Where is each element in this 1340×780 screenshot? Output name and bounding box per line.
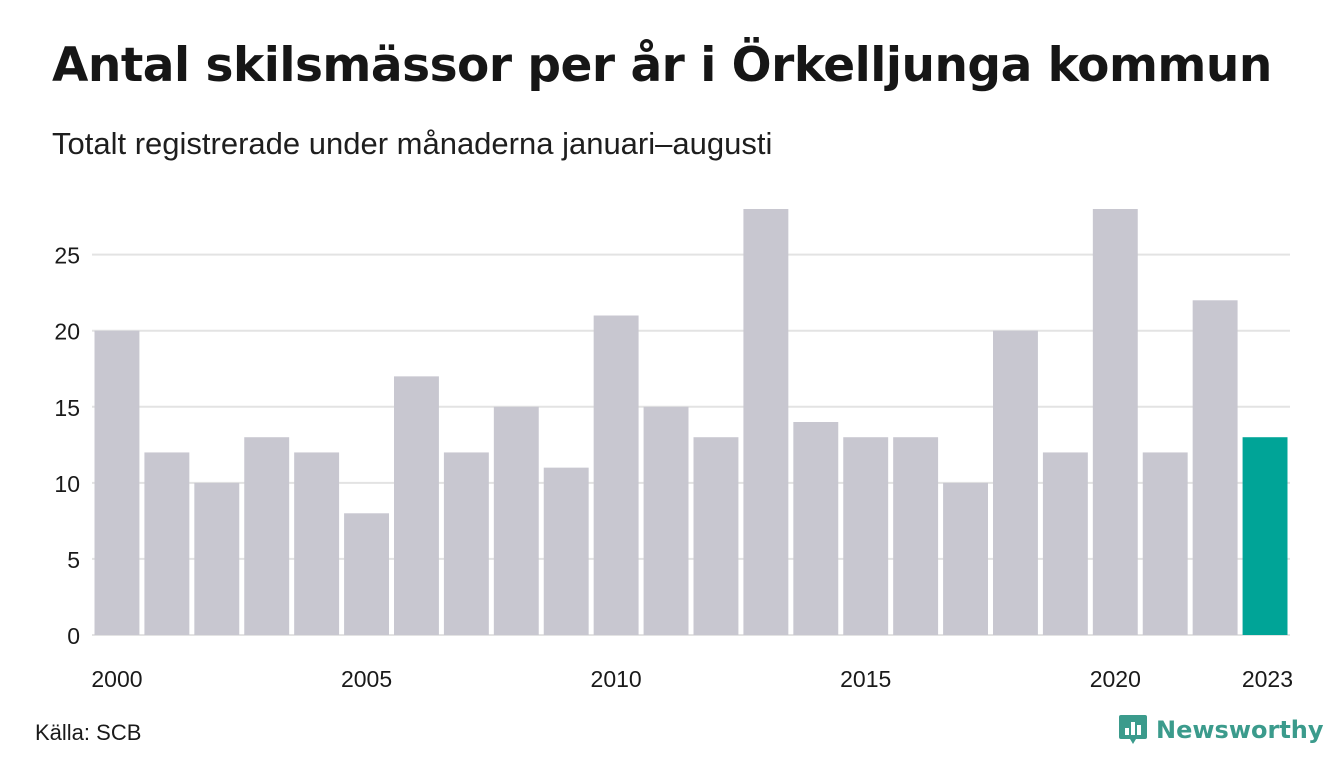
bar-2006 bbox=[394, 376, 439, 635]
x-tick-label: 2015 bbox=[840, 666, 891, 692]
bar-2021 bbox=[1142, 452, 1188, 635]
bar-2016 bbox=[893, 437, 939, 635]
bar-2002 bbox=[194, 482, 240, 635]
bar-2020 bbox=[1092, 209, 1138, 635]
bar-2010 bbox=[593, 315, 639, 635]
bar-2017 bbox=[943, 482, 988, 635]
bar-2001 bbox=[144, 452, 190, 635]
bars bbox=[94, 209, 1288, 635]
bar-2023 bbox=[1242, 437, 1288, 635]
y-tick-label: 15 bbox=[54, 395, 80, 421]
bar-2005 bbox=[344, 513, 389, 635]
x-tick-label: 2010 bbox=[591, 666, 642, 692]
x-tick-label: 2023 bbox=[1242, 666, 1293, 692]
y-tick-label: 0 bbox=[67, 623, 80, 649]
bar-2004 bbox=[294, 452, 340, 635]
bar-2022 bbox=[1192, 300, 1238, 635]
brand-logo: Newsworthy bbox=[1118, 713, 1324, 747]
bar-2019 bbox=[1042, 452, 1088, 635]
bar-2009 bbox=[543, 467, 589, 635]
y-tick-label: 25 bbox=[54, 243, 80, 269]
x-tick-label: 2005 bbox=[341, 666, 392, 692]
bar-2007 bbox=[443, 452, 489, 635]
chart-title: Antal skilsmässor per år i Örkelljunga k… bbox=[52, 38, 1272, 93]
y-tick-label: 10 bbox=[54, 471, 80, 497]
bar-2011 bbox=[643, 406, 689, 635]
x-tick-label: 2000 bbox=[91, 666, 142, 692]
source-note: Källa: SCB bbox=[35, 720, 142, 745]
bar-2015 bbox=[843, 437, 889, 635]
y-tick-label: 5 bbox=[67, 547, 80, 573]
bar-2012 bbox=[693, 437, 739, 635]
bar-2000 bbox=[94, 330, 140, 635]
newsworthy-logo-icon bbox=[1119, 715, 1147, 744]
y-tick-label: 20 bbox=[54, 319, 80, 345]
bar-2013 bbox=[743, 209, 789, 635]
y-axis-ticks: 0 5 10 15 20 25 bbox=[54, 243, 80, 649]
chart-subtitle: Totalt registrerade under månaderna janu… bbox=[52, 126, 773, 161]
gridlines bbox=[92, 253, 1290, 636]
x-axis-ticks: 2000 2005 2010 2015 2020 2023 bbox=[91, 666, 1293, 692]
bar-2018 bbox=[993, 330, 1038, 635]
x-tick-label: 2020 bbox=[1090, 666, 1141, 692]
bar-2008 bbox=[493, 406, 539, 635]
brand-name: Newsworthy bbox=[1156, 716, 1324, 744]
bar-2014 bbox=[793, 422, 839, 635]
bar-2003 bbox=[244, 437, 290, 635]
